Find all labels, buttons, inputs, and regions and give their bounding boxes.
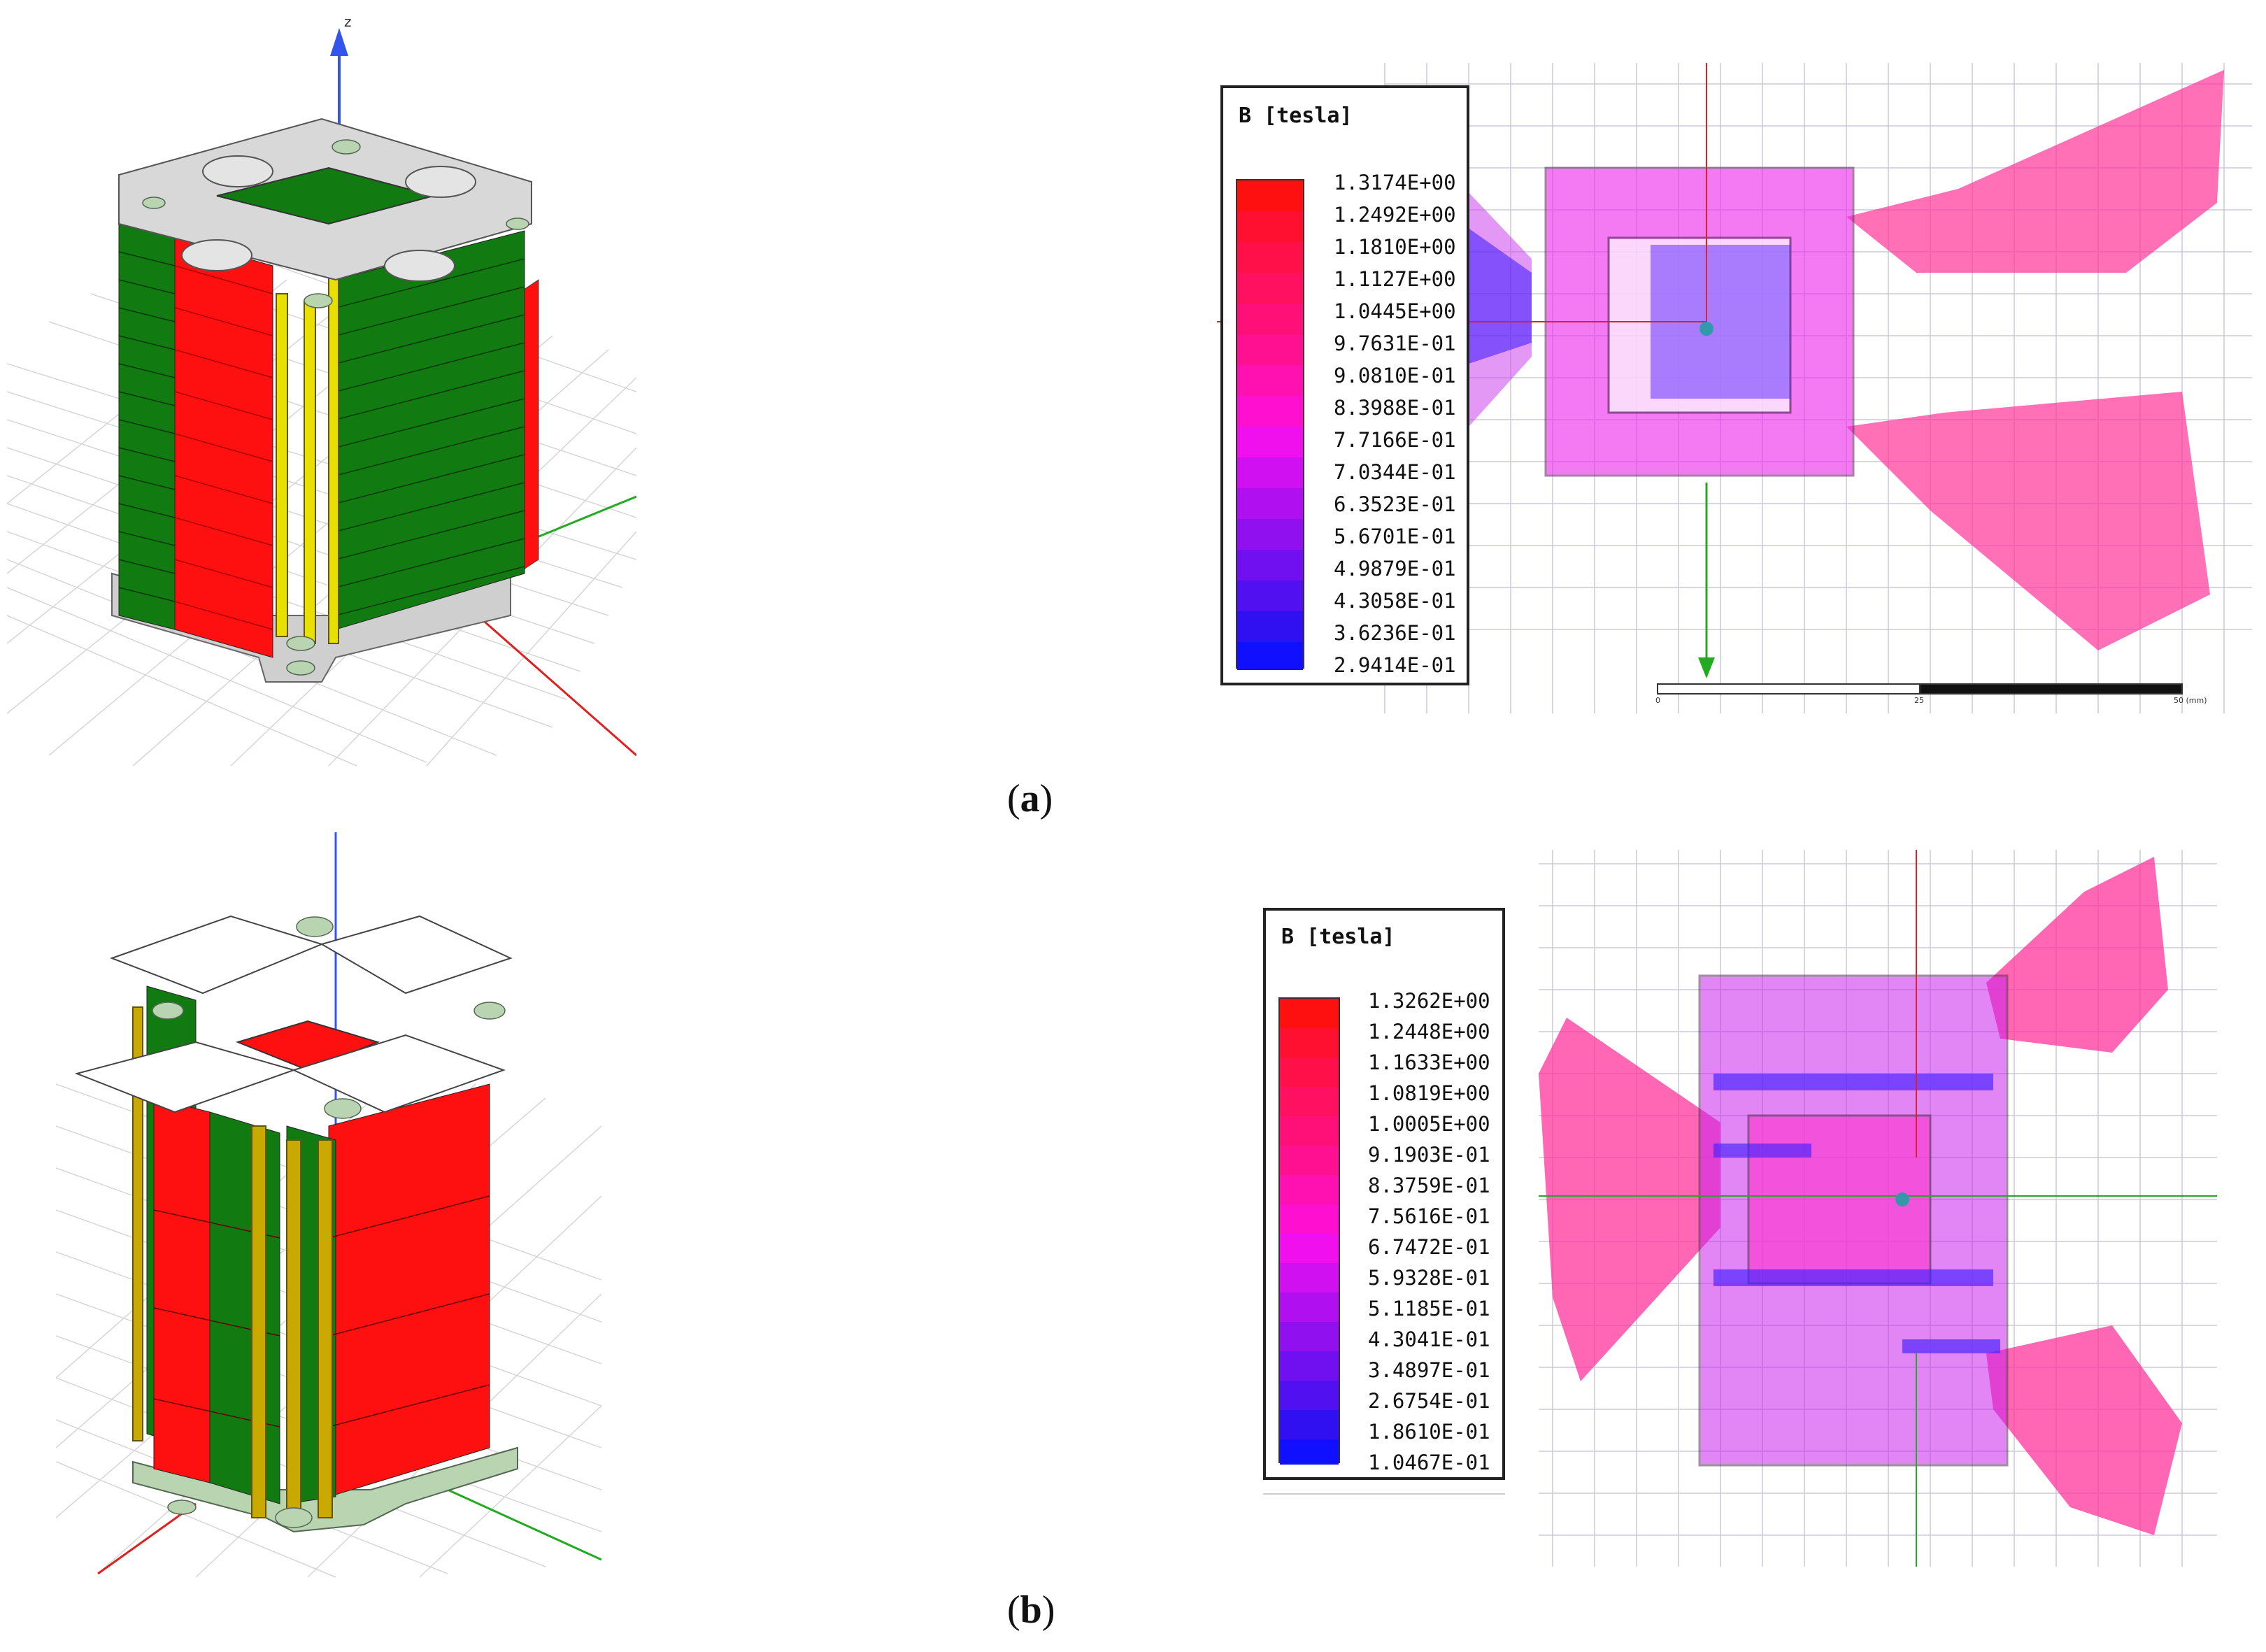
coil-model-a: z — [7, 14, 636, 767]
legend-value: 1.2448E+00 — [1368, 1020, 1490, 1044]
legend-color-bar — [1236, 179, 1304, 670]
legend-b: B [tesla] 1.3262E+00 1.2448E+00 1.1633E+… — [1263, 908, 1505, 1480]
coil-front-green-left — [209, 1111, 280, 1504]
flux-fan-right-lower — [1846, 392, 2210, 650]
legend-value: 1.0467E-01 — [1368, 1451, 1490, 1474]
legend-value: 4.3058E-01 — [1334, 589, 1456, 613]
coil-segment-lines — [153, 1195, 490, 1427]
spacers-top — [142, 139, 529, 676]
z-axis-label: z — [344, 14, 352, 30]
legend-value: 1.1810E+00 — [1334, 235, 1456, 259]
caption-b: (b) — [1007, 1588, 1055, 1632]
legend-value: 6.3523E-01 — [1334, 492, 1456, 516]
rod-2 — [304, 300, 316, 644]
y-axis-arrow-icon — [1698, 657, 1715, 678]
legend-color-bar — [1278, 997, 1340, 1465]
scale-bar-black — [1919, 683, 2183, 695]
scale-label-25: 25 — [1914, 696, 1924, 705]
rod-1 — [251, 1125, 266, 1518]
legend-value: 1.3262E+00 — [1368, 989, 1490, 1013]
legend-value: 8.3988E-01 — [1334, 396, 1456, 420]
legend-value: 9.0810E-01 — [1334, 364, 1456, 387]
legend-b-underline — [1263, 1493, 1505, 1495]
legend-title: B [tesla] — [1239, 104, 1353, 128]
flux-fan-left — [1539, 1018, 1720, 1381]
rod-4 — [132, 1006, 143, 1441]
top-plate-back-right — [320, 915, 513, 995]
legend-value: 4.3041E-01 — [1368, 1327, 1490, 1351]
legend-value: 1.0005E+00 — [1368, 1112, 1490, 1136]
legend-value: 9.1903E-01 — [1368, 1143, 1490, 1167]
legend-value: 8.3759E-01 — [1368, 1174, 1490, 1197]
legend-value: 5.1185E-01 — [1368, 1297, 1490, 1320]
legend-value: 1.1633E+00 — [1368, 1051, 1490, 1074]
rod-1 — [276, 293, 288, 637]
legend-value: 2.6754E-01 — [1368, 1389, 1490, 1413]
core-window-flux — [1651, 245, 1790, 399]
coil-front-green — [335, 230, 525, 630]
top-plate-front-left — [74, 1041, 297, 1113]
field-plot-b[interactable] — [1539, 850, 2217, 1567]
top-hole-4 — [384, 250, 455, 282]
legend-value: 5.9328E-01 — [1368, 1266, 1490, 1290]
legend-value: 1.0445E+00 — [1334, 299, 1456, 323]
legend-value: 4.9879E-01 — [1334, 557, 1456, 581]
model-view-b[interactable] — [56, 832, 601, 1581]
coil-layer-lines — [118, 251, 525, 630]
flux-fan-right-upper — [1846, 70, 2224, 273]
legend-value: 1.3174E+00 — [1334, 171, 1456, 194]
coil-front-red-right — [328, 1083, 490, 1497]
spacers-top — [152, 916, 506, 1528]
legend-value: 7.5616E-01 — [1368, 1204, 1490, 1228]
top-plate-back-left — [110, 915, 324, 995]
flux-fan-right-upper — [1986, 857, 2168, 1053]
x-axis — [461, 600, 636, 757]
field-vectors-b — [1539, 850, 2217, 1567]
legend-value: 1.2492E+00 — [1334, 203, 1456, 227]
legend-title: B [tesla] — [1281, 925, 1395, 949]
legend-a: B [tesla] 1.3174E+00 1.2492E+00 1.1810E+… — [1220, 85, 1469, 685]
rod-2 — [286, 1139, 301, 1518]
coil-model-b — [56, 832, 601, 1578]
scale-label-50: 50 (mm) — [2174, 696, 2207, 705]
legend-value: 2.9414E-01 — [1334, 653, 1456, 677]
origin-marker — [1895, 1192, 1909, 1206]
legend-value: 5.6701E-01 — [1334, 525, 1456, 548]
legend-value: 6.7472E-01 — [1368, 1235, 1490, 1259]
x-axis — [97, 1502, 197, 1575]
top-hole-3 — [181, 239, 252, 271]
legend-value: 7.0344E-01 — [1334, 460, 1456, 484]
legend-value: 1.1127E+00 — [1334, 267, 1456, 291]
flux-dense-blue — [1713, 1074, 2000, 1353]
legend-value: 1.0819E+00 — [1368, 1081, 1490, 1105]
legend-value: 9.7631E-01 — [1334, 332, 1456, 355]
legend-value: 7.7166E-01 — [1334, 428, 1456, 452]
model-view-a[interactable]: z — [7, 14, 636, 769]
legend-value: 3.4897E-01 — [1368, 1358, 1490, 1382]
legend-value: 1.8610E-01 — [1368, 1420, 1490, 1444]
coil-front-red-left — [153, 1097, 211, 1483]
legend-value: 3.6236E-01 — [1334, 621, 1456, 645]
rod-3 — [318, 1139, 333, 1518]
z-axis-arrow-icon — [330, 28, 348, 56]
caption-a: (a) — [1007, 777, 1053, 820]
flux-fan-right-lower — [1986, 1325, 2182, 1535]
top-hole-2 — [405, 166, 476, 198]
scale-label-0: 0 — [1655, 696, 1660, 705]
scale-bar-white — [1657, 683, 1921, 695]
top-plate-front-right — [292, 1034, 506, 1113]
y-axis — [447, 1488, 601, 1561]
origin-marker — [1700, 322, 1713, 336]
top-hole-1 — [202, 155, 273, 187]
grid-floor — [7, 244, 636, 767]
inner-core-red — [235, 1020, 380, 1071]
